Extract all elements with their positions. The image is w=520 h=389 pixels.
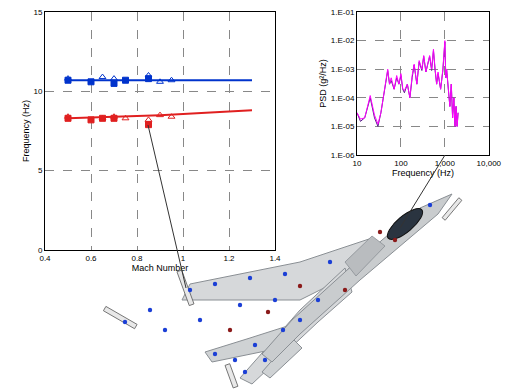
svg-text:1.E-04: 1.E-04 <box>331 94 355 103</box>
svg-text:1.E-06: 1.E-06 <box>331 151 355 160</box>
svg-text:5: 5 <box>38 166 43 175</box>
svg-text:15: 15 <box>33 8 42 17</box>
svg-text:1.E-05: 1.E-05 <box>331 122 355 131</box>
svg-text:10: 10 <box>33 87 42 96</box>
svg-text:10,000: 10,000 <box>477 159 502 168</box>
svg-text:1.4: 1.4 <box>269 254 281 263</box>
svg-text:1.E-03: 1.E-03 <box>331 65 355 74</box>
svg-text:0.4: 0.4 <box>39 254 51 263</box>
svg-text:1.2: 1.2 <box>223 254 235 263</box>
svg-text:0: 0 <box>38 246 43 255</box>
svg-text:100: 100 <box>394 159 408 168</box>
svg-text:PSD (g²/Hz): PSD (g²/Hz) <box>318 59 328 108</box>
svg-text:1,000: 1,000 <box>435 159 456 168</box>
svg-text:1.E-02: 1.E-02 <box>331 36 355 45</box>
svg-text:0.6: 0.6 <box>85 254 97 263</box>
svg-text:0.8: 0.8 <box>131 254 143 263</box>
svg-text:Frequency (Hz): Frequency (Hz) <box>392 168 454 178</box>
svg-text:Mach Number: Mach Number <box>132 263 189 273</box>
svg-text:1: 1 <box>181 254 186 263</box>
svg-text:10: 10 <box>353 159 362 168</box>
svg-text:Frequency (Hz): Frequency (Hz) <box>21 100 31 162</box>
svg-text:1.E-01: 1.E-01 <box>331 8 355 17</box>
